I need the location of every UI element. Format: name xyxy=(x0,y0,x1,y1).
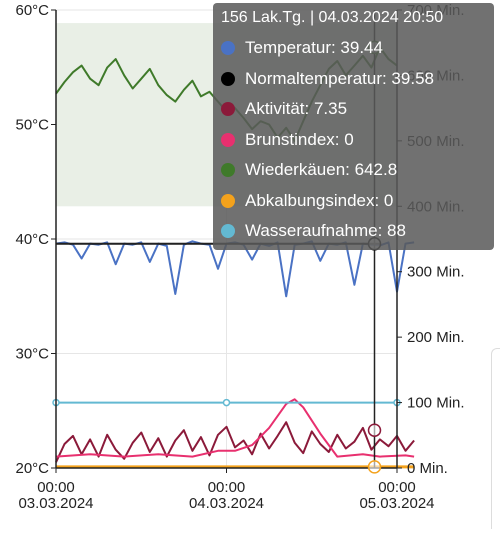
y-right-tick-label: 100 Min. xyxy=(407,395,465,412)
series-point-wasseraufnahme xyxy=(222,398,231,407)
tooltip-row: Wasseraufnahme: 88 xyxy=(221,216,494,247)
legend-dot-icon xyxy=(221,41,235,56)
x-tick-date: 03.03.2024 xyxy=(18,495,93,512)
legend-dot-icon xyxy=(221,193,235,208)
y-left-tick-label: 30°C xyxy=(15,346,49,363)
tooltip-title: 156 Lak.Tg. | 04.03.2024 20:50 xyxy=(221,9,444,26)
x-tick-time: 00:00 xyxy=(208,479,246,496)
tooltip-rows: Temperatur: 39.44 Normaltemperatur: 39.58… xyxy=(221,33,494,247)
y-left-tick-label: 20°C xyxy=(15,460,49,477)
y-right-tick-label: 200 Min. xyxy=(407,329,465,346)
tooltip-row: Wiederkäuen: 642.8 xyxy=(221,155,494,186)
data-tooltip: 156 Lak.Tg. | 04.03.2024 20:50 Temperatu… xyxy=(213,3,494,250)
y-right-tick-label: 0 Min. xyxy=(407,460,448,477)
cursor-point xyxy=(367,460,382,474)
tooltip-row: Brunstindex: 0 xyxy=(221,125,494,156)
tooltip-row-label: Aktivität: 7.35 xyxy=(245,99,348,119)
tooltip-row: Normaltemperatur: 39.58 xyxy=(221,64,494,95)
y-left-tick-label: 40°C xyxy=(15,231,49,248)
cursor-point xyxy=(367,423,382,437)
tooltip-row-label: Abkalbungsindex: 0 xyxy=(245,190,394,210)
x-tick-time: 00:00 xyxy=(37,479,75,496)
y-left-tick-label: 60°C xyxy=(15,2,49,19)
legend-dot-icon xyxy=(221,102,235,117)
series-line-aktivität xyxy=(55,421,415,463)
tooltip-row: Abkalbungsindex: 0 xyxy=(221,186,494,217)
tooltip-row: Aktivität: 7.35 xyxy=(221,94,494,125)
legend-dot-icon xyxy=(221,132,235,147)
x-tick-date: 04.03.2024 xyxy=(189,495,264,512)
legend-dot-icon xyxy=(221,163,235,178)
series-line-brunstindex xyxy=(55,398,415,458)
tooltip-row-label: Temperatur: 39.44 xyxy=(245,38,383,58)
scroll-edge xyxy=(491,348,500,529)
y-left-tick-label: 50°C xyxy=(15,117,49,134)
tooltip-row-label: Wasseraufnahme: 88 xyxy=(245,221,406,241)
tooltip-row-label: Normaltemperatur: 39.58 xyxy=(245,68,434,88)
x-tick-date: 05.03.2024 xyxy=(359,495,434,512)
legend-dot-icon xyxy=(221,71,235,86)
legend-dot-icon xyxy=(221,224,235,239)
tooltip-row-label: Brunstindex: 0 xyxy=(245,129,354,149)
y-right-tick-label: 300 Min. xyxy=(407,264,465,281)
tooltip-row: Temperatur: 39.44 xyxy=(221,33,494,64)
x-tick-time: 00:00 xyxy=(378,479,416,496)
tooltip-row-label: Wiederkäuen: 642.8 xyxy=(245,160,398,180)
